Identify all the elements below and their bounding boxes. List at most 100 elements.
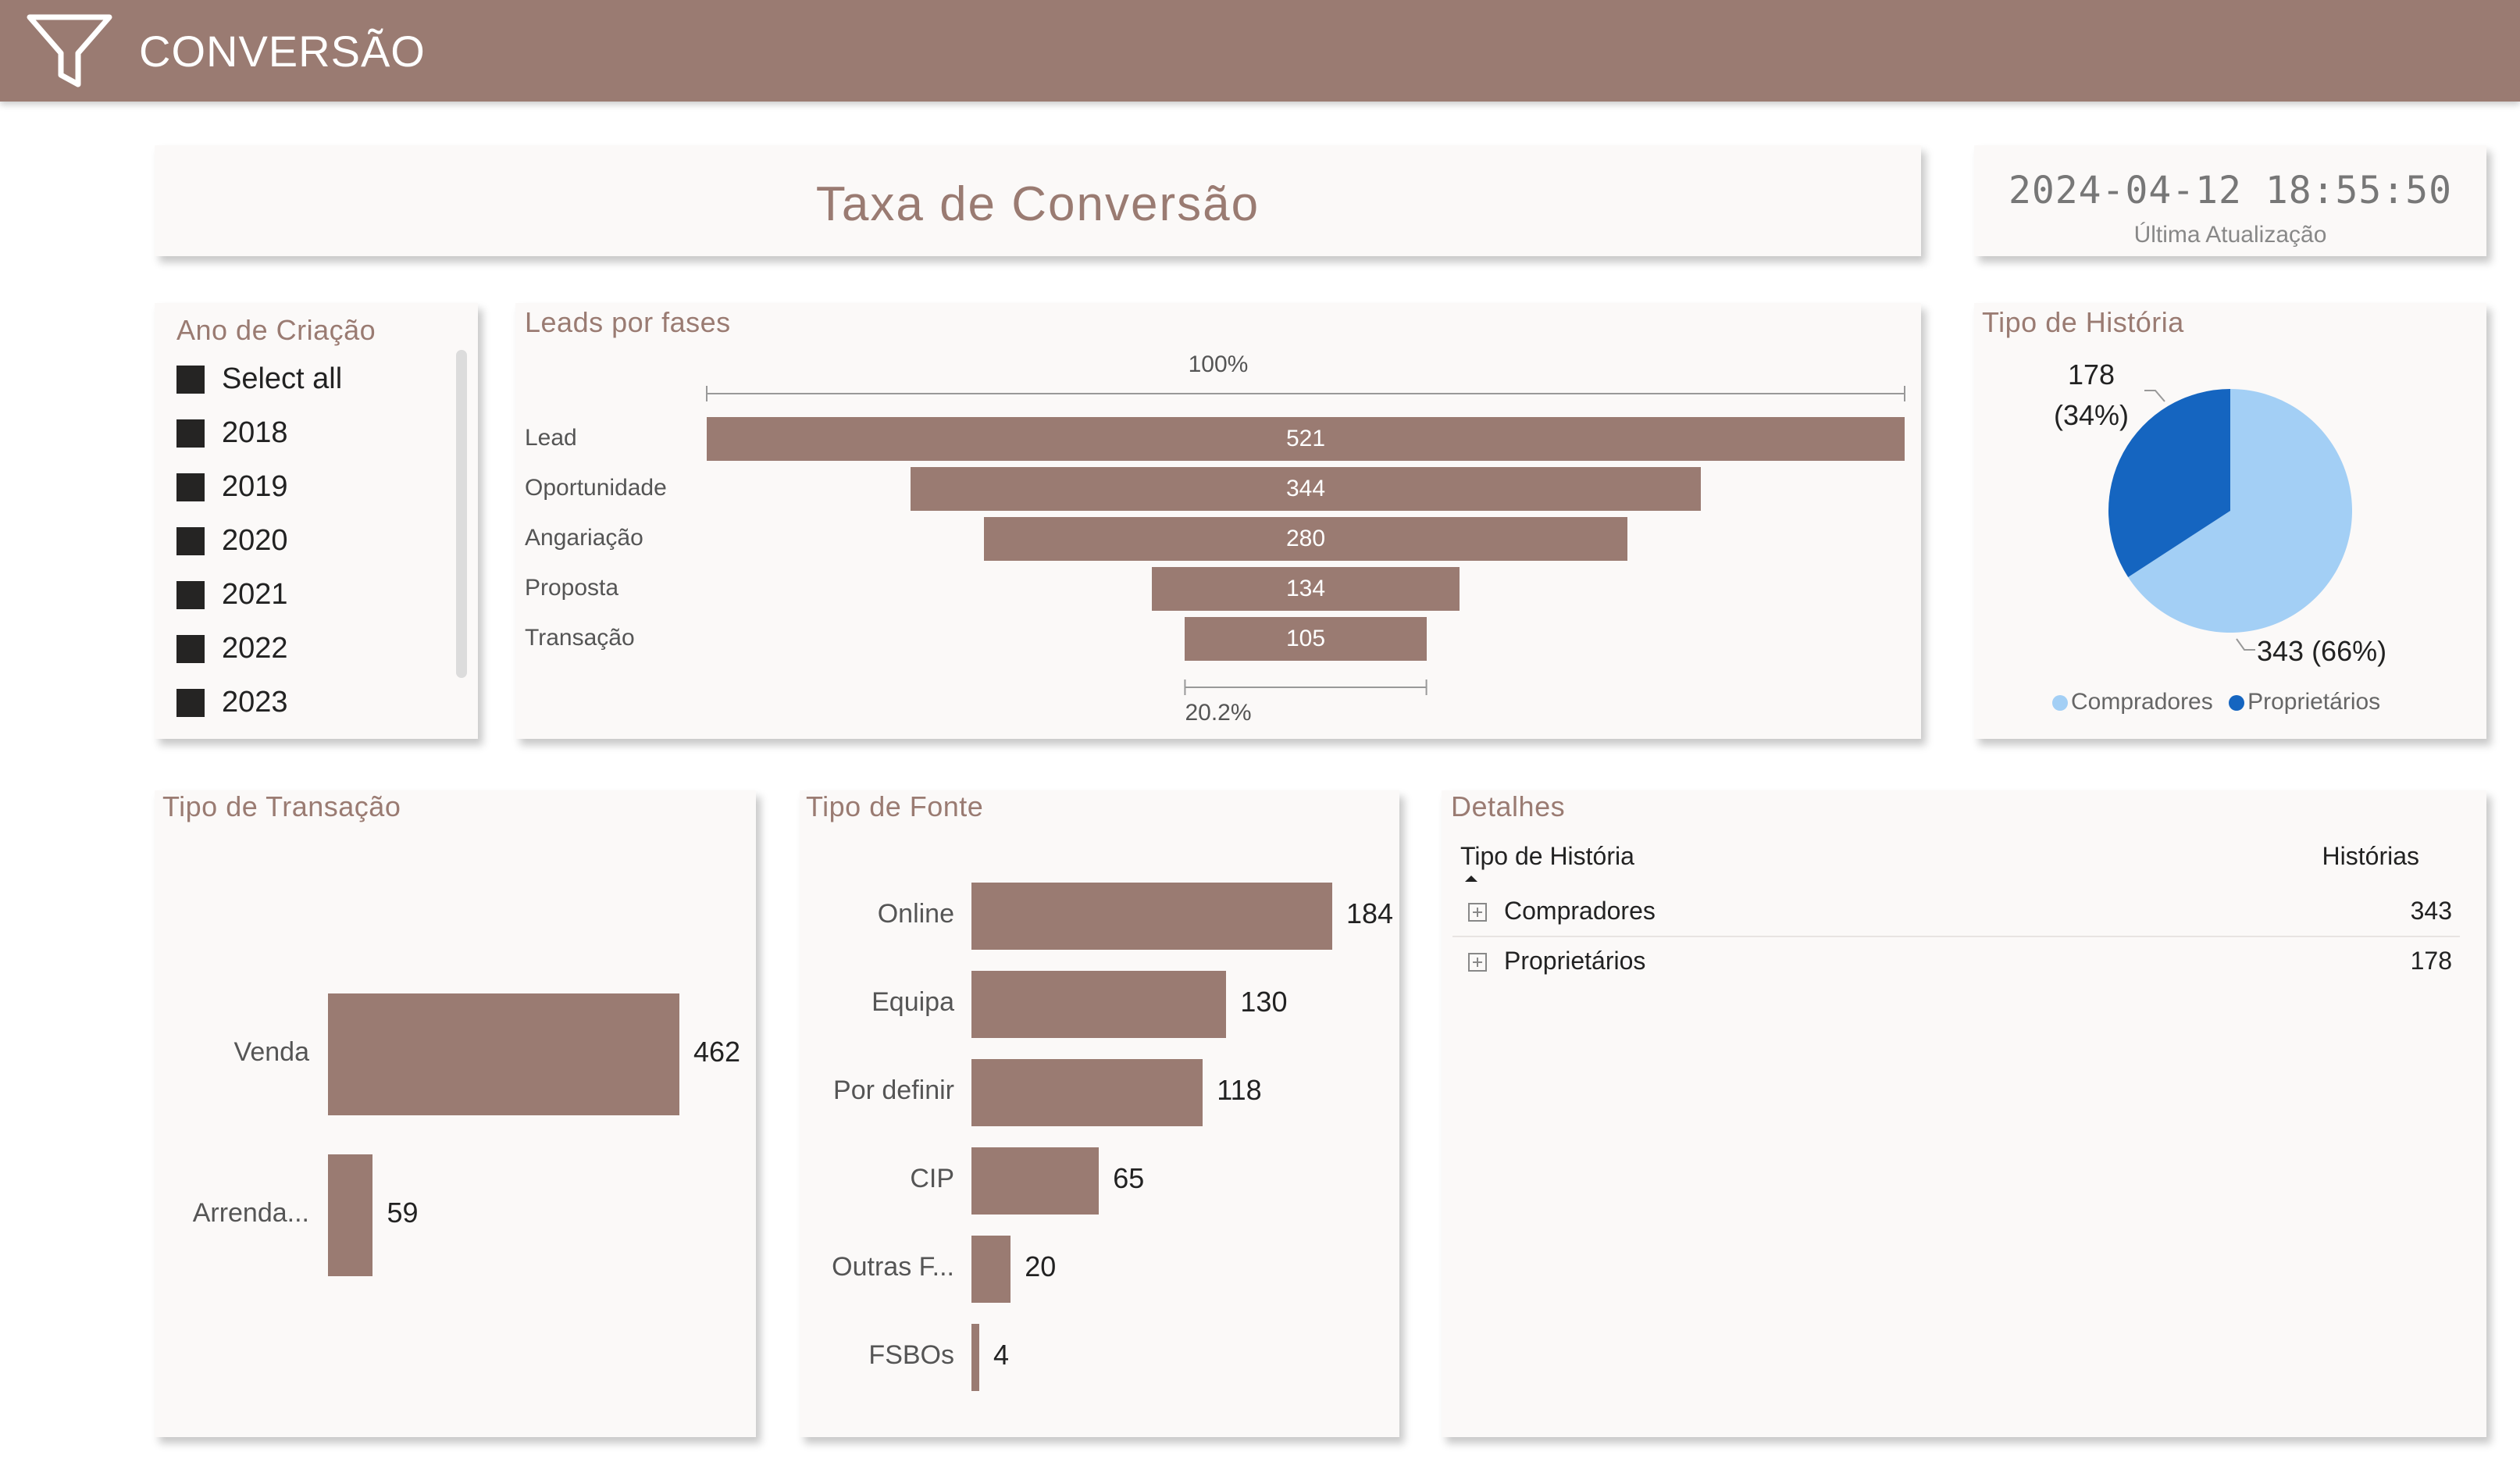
row-name: Proprietários: [1504, 947, 1646, 975]
fonte-panel: Tipo de Fonte Online 184 Equipa 130 Por defi…: [800, 790, 1399, 1437]
fonte-bar-value: 20: [1025, 1250, 1057, 1282]
legend-label-proprietarios: Proprietários: [2247, 689, 2381, 715]
column-header-historias[interactable]: Histórias: [2322, 842, 2419, 870]
pie-slice-proprietarios[interactable]: [2108, 389, 2230, 577]
slicer-item-label: 2018: [222, 416, 288, 449]
checkbox[interactable]: [176, 635, 205, 663]
checkbox[interactable]: [176, 581, 205, 609]
transacao-title: Tipo de Transação: [162, 790, 401, 822]
detalhes-title: Detalhes: [1451, 790, 1566, 822]
page-title: CONVERSÃO: [139, 27, 426, 76]
funnel-icon[interactable]: [27, 14, 112, 87]
checkbox[interactable]: [176, 689, 205, 717]
legend-dot-compradores: [2052, 695, 2068, 712]
funnel-chart: 100% 20.2% Lead 521 Oportunidade 344 Angaria…: [515, 303, 1921, 739]
pie-label-compradores: 343 (66%): [2257, 635, 2387, 667]
page-header: CONVERSÃO: [0, 0, 2520, 102]
funnel-bar[interactable]: [910, 467, 1702, 511]
fonte-category-label: CIP: [910, 1164, 954, 1193]
transacao-bar[interactable]: [328, 1154, 373, 1276]
funnel-top-bracket: [706, 386, 1905, 401]
fonte-bar-value: 184: [1346, 897, 1394, 929]
funnel-title: Leads por fases: [525, 306, 731, 338]
pie-leader-line: [2144, 390, 2165, 402]
table-row: Proprietários 178: [1452, 937, 2460, 986]
leads-funnel-panel: Leads por fases 100% 20.2% Lead 521 Oportu…: [515, 303, 1921, 739]
slicer-title: Ano de Criação: [176, 314, 376, 346]
fonte-category-label: Outras F...: [832, 1252, 954, 1282]
transacao-panel: Tipo de Transação Venda 462 Arrenda... 59: [155, 790, 756, 1437]
fonte-title: Tipo de Fonte: [806, 790, 984, 822]
last-update-card: 2024-04-12 18:55:50 Última Atualização: [1974, 145, 2486, 256]
fonte-category-label: Por definir: [833, 1075, 954, 1105]
funnel-bar-value: 521: [1285, 426, 1326, 451]
pie-chart: [2108, 389, 2352, 651]
slicer-item-label: 2022: [222, 632, 288, 665]
funnel-stage-label: Oportunidade: [525, 475, 667, 501]
table-row: Compradores 343: [1452, 887, 2460, 937]
pie-label-value: 178: [2067, 358, 2115, 391]
detalhes-panel: Detalhes Tipo de História Histórias Comp…: [1442, 790, 2486, 1437]
checkbox[interactable]: [176, 419, 205, 448]
funnel-bar[interactable]: [1185, 617, 1427, 661]
last-update-label: Última Atualização: [2133, 222, 2327, 248]
slicer-item-label: 2020: [222, 524, 288, 557]
transacao-bar-value: 462: [693, 1036, 741, 1068]
funnel-stage-label: Proposta: [525, 575, 619, 601]
transacao-chart: Venda 462 Arrenda... 59: [155, 790, 756, 1437]
sort-asc-icon[interactable]: [1463, 873, 1479, 883]
fonte-bar[interactable]: [971, 1324, 980, 1391]
column-header-tipo[interactable]: Tipo de História: [1460, 842, 1634, 870]
pie-slice-compradores[interactable]: [2128, 389, 2352, 633]
slicer-item-label: 2019: [222, 470, 288, 503]
fonte-bar[interactable]: [971, 1147, 1100, 1215]
pie-title: Tipo de História: [1982, 306, 2184, 338]
funnel-bar[interactable]: [1151, 567, 1460, 611]
checkbox[interactable]: [176, 366, 205, 394]
funnel-bar[interactable]: [707, 417, 1905, 461]
pie-legend: Compradores Proprietários: [2052, 689, 2380, 715]
funnel-stage-label: Lead: [525, 425, 577, 451]
row-value: 343: [2410, 897, 2452, 925]
row-value: 178: [2410, 947, 2452, 975]
checkbox[interactable]: [176, 527, 205, 555]
pie-leader-line: [2236, 638, 2255, 651]
funnel-bar-value: 134: [1285, 576, 1326, 601]
fonte-bar[interactable]: [971, 1059, 1203, 1126]
pie-label-pct: (34%): [2053, 399, 2130, 432]
slicer-item-label: 2023: [222, 686, 288, 719]
report-title: Taxa de Conversão: [815, 177, 1260, 231]
fonte-category-label: Equipa: [871, 987, 954, 1017]
fonte-bar[interactable]: [971, 883, 1332, 950]
funnel-bar[interactable]: [983, 517, 1628, 561]
legend-label-compradores: Compradores: [2071, 689, 2213, 715]
fonte-bar[interactable]: [971, 971, 1227, 1038]
funnel-bar-value: 280: [1285, 526, 1326, 551]
expand-icon[interactable]: [1468, 903, 1487, 922]
fonte-bar[interactable]: [971, 1236, 1011, 1303]
funnel-top-pct: 100%: [1188, 351, 1249, 377]
fonte-category-label: Online: [877, 899, 954, 929]
expand-icon[interactable]: [1468, 953, 1487, 972]
funnel-brackets: [706, 386, 1905, 695]
fonte-bar-value: 65: [1113, 1162, 1145, 1194]
slicer-item-label: 2021: [222, 578, 288, 611]
fonte-bar-value: 118: [1217, 1074, 1262, 1106]
funnel-stage-label: Angariação: [525, 525, 643, 551]
checkbox[interactable]: [176, 473, 205, 501]
legend-dot-proprietarios: [2229, 695, 2245, 712]
fonte-category-label: FSBOs: [868, 1340, 954, 1370]
funnel-bottom-pct: 20.2%: [1185, 700, 1252, 726]
slicer-scrollbar[interactable]: [456, 350, 467, 678]
title-card: Taxa de Conversão: [155, 145, 1921, 256]
transacao-category-label: Arrenda...: [192, 1198, 309, 1228]
last-update-datetime: 2024-04-12 18:55:50: [2008, 169, 2453, 212]
slicer-item-label: Select all: [222, 362, 343, 395]
transacao-bar[interactable]: [328, 993, 679, 1115]
fonte-chart: Online 184 Equipa 130 Por definir 118 CIP 65 Out…: [800, 790, 1399, 1437]
row-name: Compradores: [1504, 897, 1656, 925]
funnel-bar-value: 344: [1285, 476, 1326, 501]
transacao-bar-value: 59: [387, 1197, 419, 1229]
historia-pie-panel: Tipo de História 178 (34%) 343 (66%) Com…: [1974, 303, 2486, 739]
funnel-stage-label: Transação: [525, 625, 635, 651]
